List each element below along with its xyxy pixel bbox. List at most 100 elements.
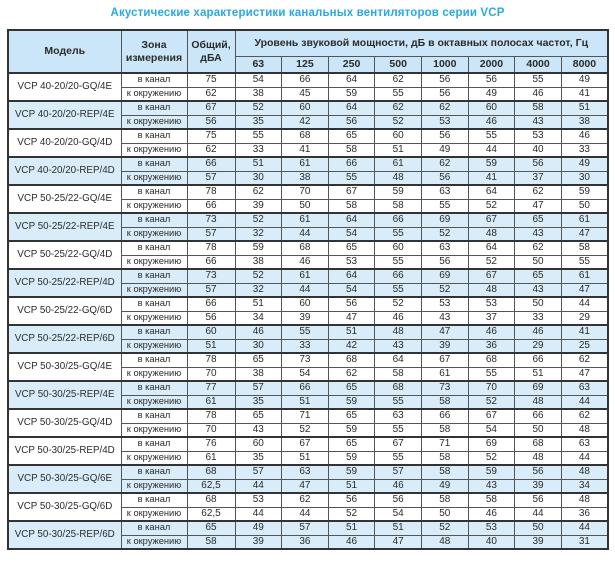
spl-value-cell: 31 [560, 534, 609, 550]
table-body: VCP 40-20/20-GQ/4E в канал 75 54 66 64 6… [7, 72, 609, 550]
spl-value-cell: 44 [234, 506, 283, 522]
spl-value-cell: 73 [281, 352, 329, 368]
spl-value-cell: 47 [514, 198, 562, 214]
spl-value-cell: 52 [421, 520, 469, 536]
model-cell: VCP 40-20/20-GQ/4D [7, 128, 122, 158]
spl-value-cell: 46 [467, 324, 516, 340]
total-dba-cell: 66 [186, 198, 236, 214]
spl-value-cell: 58 [560, 240, 609, 256]
spl-value-cell: 71 [281, 408, 329, 424]
spl-value-cell: 62 [374, 100, 422, 116]
spl-value-cell: 52 [467, 254, 516, 270]
spl-value-cell: 46 [374, 310, 422, 326]
spl-value-cell: 47 [560, 282, 609, 298]
spl-value-cell: 48 [467, 226, 516, 242]
spl-value-cell: 47 [560, 366, 609, 382]
spl-value-cell: 58 [421, 422, 469, 438]
zone-cell: в канал [120, 268, 188, 284]
spl-value-cell: 36 [467, 338, 516, 354]
col-header-sound-power: Уровень звуковой мощности, дБ в октавных… [234, 29, 609, 57]
col-header-zone: Зона измерения [120, 29, 188, 74]
spl-value-cell: 44 [234, 478, 283, 494]
spl-value-cell: 53 [467, 296, 516, 312]
table-row-ambient: к окружению 70 43 52 59 55 58 54 50 48 [8, 422, 609, 438]
total-dba-cell: 70 [186, 422, 236, 438]
spl-value-cell: 55 [560, 254, 609, 270]
total-dba-cell: 78 [186, 408, 236, 424]
spl-value-cell: 56 [374, 492, 422, 508]
spl-value-cell: 50 [514, 422, 562, 438]
zone-cell: в канал [120, 72, 188, 88]
zone-cell: в канал [120, 128, 188, 144]
freq-header-8000: 8000 [560, 55, 609, 74]
zone-cell: к окружению [120, 422, 188, 438]
spl-value-cell: 55 [514, 72, 562, 88]
zone-cell: к окружению [120, 198, 188, 214]
spl-value-cell: 65 [234, 352, 283, 368]
zone-cell: в канал [120, 492, 188, 508]
spl-value-cell: 42 [327, 338, 376, 354]
spl-value-cell: 43 [514, 226, 562, 242]
spl-value-cell: 55 [374, 394, 422, 410]
spl-value-cell: 46 [467, 506, 516, 522]
spl-value-cell: 51 [281, 394, 329, 410]
spl-value-cell: 56 [327, 114, 376, 130]
table-row-ambient: к окружению 56 35 42 56 52 53 46 43 38 [8, 114, 609, 130]
total-dba-cell: 56 [186, 114, 236, 130]
zone-cell: к окружению [120, 394, 188, 410]
zone-cell: в канал [120, 380, 188, 396]
spl-value-cell: 62 [560, 408, 609, 424]
spl-value-cell: 44 [560, 450, 609, 466]
spl-value-cell: 56 [467, 72, 516, 88]
spl-value-cell: 55 [467, 128, 516, 144]
spl-value-cell: 64 [327, 268, 376, 284]
table-row-duct: VCP 50-25/22-GQ/4E в канал 78 62 70 67 5… [7, 184, 609, 214]
model-cell: VCP 50-30/25-REP/4D [7, 436, 122, 466]
zone-cell: к окружению [120, 226, 188, 242]
spl-value-cell: 68 [374, 380, 422, 396]
spl-value-cell: 61 [421, 366, 469, 382]
spl-value-cell: 65 [327, 380, 376, 396]
spl-value-cell: 33 [514, 310, 562, 326]
zone-cell: в канал [120, 352, 188, 368]
spl-value-cell: 32 [234, 226, 283, 242]
spl-value-cell: 61 [281, 156, 329, 172]
spl-value-cell: 44 [560, 520, 609, 536]
spl-value-cell: 63 [374, 408, 422, 424]
table-row-duct: VCP 50-25/22-REP/6D в канал 60 46 55 51 … [7, 324, 609, 354]
spl-value-cell: 59 [327, 464, 376, 480]
spl-value-cell: 70 [281, 184, 329, 200]
spl-value-cell: 52 [374, 296, 422, 312]
spl-value-cell: 53 [234, 492, 283, 508]
table-row-duct: VCP 40-20/20-REP/4E в канал 67 52 60 64 … [7, 100, 609, 130]
spl-value-cell: 49 [467, 86, 516, 102]
spl-value-cell: 67 [374, 436, 422, 452]
spl-value-cell: 51 [374, 520, 422, 536]
spl-value-cell: 48 [560, 464, 609, 480]
spl-value-cell: 61 [560, 212, 609, 228]
spl-value-cell: 53 [327, 254, 376, 270]
spl-value-cell: 57 [234, 380, 283, 396]
spl-value-cell: 58 [374, 366, 422, 382]
spl-value-cell: 56 [514, 492, 562, 508]
spl-value-cell: 63 [560, 436, 609, 452]
spl-value-cell: 47 [421, 324, 469, 340]
zone-cell: к окружению [120, 450, 188, 466]
spl-value-cell: 47 [327, 310, 376, 326]
spl-value-cell: 52 [374, 114, 422, 130]
total-dba-cell: 68 [186, 464, 236, 480]
spl-value-cell: 64 [467, 240, 516, 256]
spl-value-cell: 48 [514, 450, 562, 466]
spl-value-cell: 47 [281, 478, 329, 494]
spl-value-cell: 46 [514, 324, 562, 340]
model-cell: VCP 50-25/22-GQ/4D [7, 240, 122, 270]
spl-value-cell: 66 [421, 408, 469, 424]
spl-value-cell: 55 [374, 282, 422, 298]
spl-value-cell: 67 [467, 408, 516, 424]
spl-value-cell: 48 [374, 170, 422, 186]
spl-value-cell: 65 [514, 212, 562, 228]
spl-value-cell: 58 [327, 142, 376, 158]
spl-value-cell: 65 [327, 436, 376, 452]
spl-value-cell: 46 [374, 478, 422, 494]
spl-value-cell: 35 [234, 450, 283, 466]
